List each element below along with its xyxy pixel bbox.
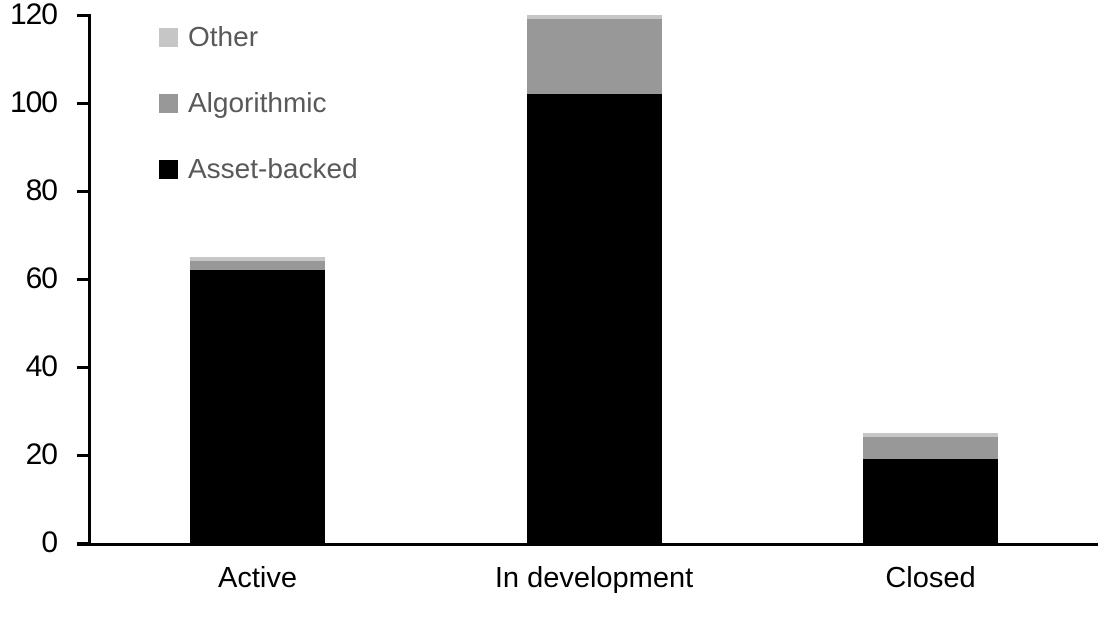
y-tick-mark [77, 102, 91, 105]
y-tick-mark [77, 190, 91, 193]
x-category-label: Active [218, 562, 297, 594]
legend-swatch-icon [159, 93, 178, 113]
y-tick-mark [77, 366, 91, 369]
legend-swatch-icon [159, 27, 178, 47]
y-tick-label: 100 [9, 86, 58, 119]
y-tick-label: 80 [25, 174, 58, 207]
legend-item-other: Other [159, 20, 258, 54]
legend-label: Algorithmic [188, 87, 327, 118]
bar-segment-asset-backed [190, 270, 325, 543]
y-tick-label: 40 [25, 350, 58, 383]
bar-segment-asset-backed [863, 459, 998, 543]
y-tick-label: 0 [41, 526, 58, 559]
x-category-label: In development [494, 562, 694, 594]
y-tick-mark [77, 278, 91, 281]
y-tick-mark [77, 542, 91, 545]
legend-item-asset-backed: Asset-backed [159, 152, 358, 186]
bar-segment-algorithmic [190, 261, 325, 271]
x-axis-line [77, 543, 1098, 546]
bar-segment-asset-backed [526, 94, 662, 543]
legend-swatch-icon [159, 159, 178, 179]
y-tick-label: 120 [9, 0, 58, 31]
bar-segment-algorithmic [863, 437, 998, 460]
bar-segment-other [526, 15, 662, 20]
y-tick-label: 60 [25, 262, 58, 295]
y-tick-label: 20 [25, 438, 58, 471]
legend-label: Other [188, 21, 259, 52]
bar-segment-other [190, 257, 325, 262]
bar-segment-other [863, 433, 998, 438]
x-category-label: Closed [885, 562, 976, 594]
legend-item-algorithmic: Algorithmic [159, 86, 326, 120]
legend-label: Asset-backed [188, 153, 358, 184]
y-tick-mark [77, 454, 91, 457]
y-tick-mark [77, 14, 91, 17]
bar-segment-algorithmic [526, 19, 662, 95]
